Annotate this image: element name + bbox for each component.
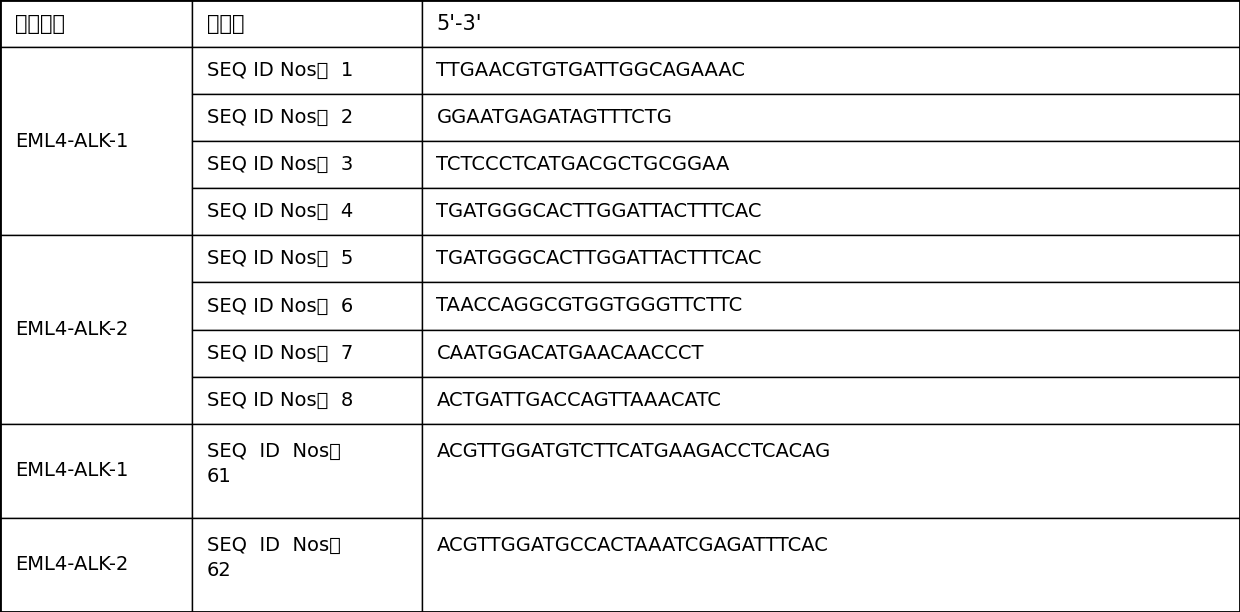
Bar	[192, 188, 422, 236]
Text: SEQ ID Nos：  2: SEQ ID Nos： 2	[207, 108, 353, 127]
Bar	[192, 283, 422, 329]
Bar	[192, 424, 422, 518]
Bar	[422, 376, 1240, 424]
Bar	[422, 518, 1240, 612]
Bar	[422, 0, 1240, 47]
Bar	[192, 94, 422, 141]
Bar	[422, 141, 1240, 188]
Text: CAATGGACATGAACAACCCT: CAATGGACATGAACAACCCT	[436, 343, 704, 362]
Text: ACGTTGGATGCCACTAAATCGAGATTTCAC: ACGTTGGATGCCACTAAATCGAGATTTCAC	[436, 536, 828, 555]
Text: GGAATGAGATAGTTTCTG: GGAATGAGATAGTTTCTG	[436, 108, 672, 127]
Text: 5'-3': 5'-3'	[436, 13, 482, 34]
Text: TCTCCCTCATGACGCTGCGGAA: TCTCCCTCATGACGCTGCGGAA	[436, 155, 730, 174]
Text: SEQ ID Nos：  8: SEQ ID Nos： 8	[207, 390, 353, 409]
Bar	[422, 329, 1240, 376]
Bar	[192, 141, 422, 188]
Bar	[192, 329, 422, 376]
Text: SEQ ID Nos：  7: SEQ ID Nos： 7	[207, 343, 353, 362]
Text: EML4-ALK-2: EML4-ALK-2	[15, 320, 128, 339]
Bar	[0, 47, 192, 236]
Text: 序列号: 序列号	[207, 13, 244, 34]
Bar	[192, 0, 422, 47]
Bar	[422, 47, 1240, 94]
Text: SEQ ID Nos：  4: SEQ ID Nos： 4	[207, 203, 353, 222]
Bar	[422, 236, 1240, 283]
Text: SEQ ID Nos：  6: SEQ ID Nos： 6	[207, 296, 353, 316]
Bar	[0, 236, 192, 424]
Text: TTGAACGTGTGATTGGCAGAAAC: TTGAACGTGTGATTGGCAGAAAC	[436, 61, 745, 80]
Text: TGATGGGCACTTGGATTACTTTCAC: TGATGGGCACTTGGATTACTTTCAC	[436, 250, 761, 269]
Bar	[0, 424, 192, 518]
Bar	[192, 376, 422, 424]
Bar	[422, 283, 1240, 329]
Bar	[422, 94, 1240, 141]
Bar	[0, 0, 192, 47]
Text: EML4-ALK-1: EML4-ALK-1	[15, 132, 128, 151]
Text: EML4-ALK-1: EML4-ALK-1	[15, 461, 128, 480]
Text: SEQ ID Nos：  3: SEQ ID Nos： 3	[207, 155, 353, 174]
Text: TGATGGGCACTTGGATTACTTTCAC: TGATGGGCACTTGGATTACTTTCAC	[436, 203, 761, 222]
Bar	[422, 188, 1240, 236]
Bar	[0, 518, 192, 612]
Text: SEQ ID Nos：  1: SEQ ID Nos： 1	[207, 61, 353, 80]
Text: SEQ ID Nos：  5: SEQ ID Nos： 5	[207, 250, 353, 269]
Bar	[192, 518, 422, 612]
Text: SEQ  ID  Nos：
62: SEQ ID Nos： 62	[207, 536, 341, 580]
Bar	[192, 47, 422, 94]
Text: EML4-ALK-2: EML4-ALK-2	[15, 556, 128, 575]
Text: 扩增片段: 扩增片段	[15, 13, 64, 34]
Bar	[422, 424, 1240, 518]
Text: TAACCAGGCGTGGTGGGTTCTTC: TAACCAGGCGTGGTGGGTTCTTC	[436, 296, 743, 316]
Text: SEQ  ID  Nos：
61: SEQ ID Nos： 61	[207, 442, 341, 486]
Bar	[192, 236, 422, 283]
Text: ACGTTGGATGTCTTCATGAAGACCTCACAG: ACGTTGGATGTCTTCATGAAGACCTCACAG	[436, 442, 831, 461]
Text: ACTGATTGACCAGTTAAACATC: ACTGATTGACCAGTTAAACATC	[436, 390, 722, 409]
